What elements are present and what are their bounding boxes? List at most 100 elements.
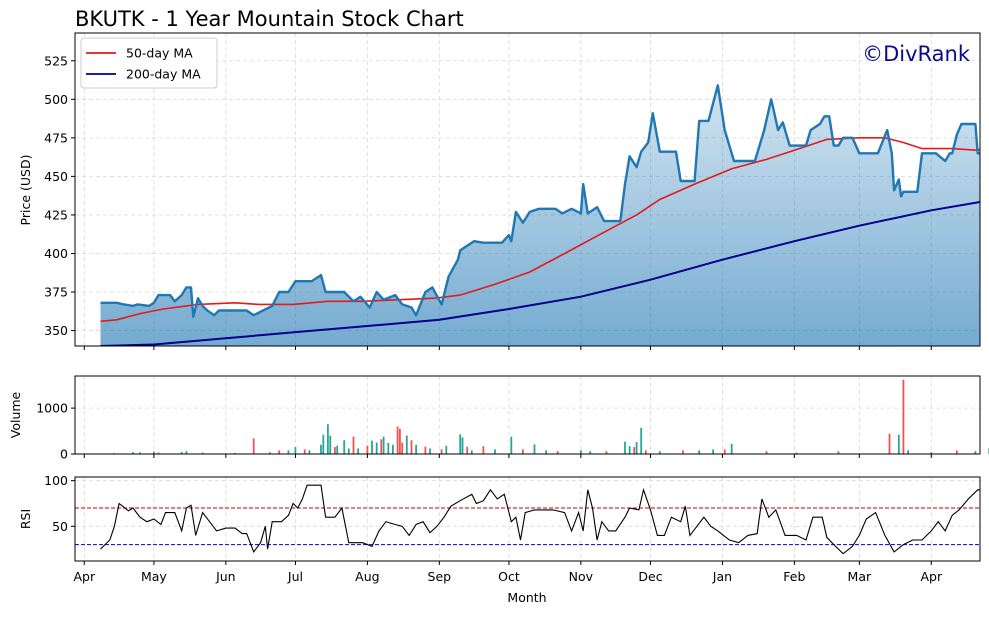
volume-bar xyxy=(471,450,473,454)
y-tick-label: 0 xyxy=(60,447,68,462)
volume-bar xyxy=(392,445,394,454)
volume-bar xyxy=(397,427,399,455)
volume-bar xyxy=(288,450,290,454)
volume-bar xyxy=(411,440,413,454)
volume-bar xyxy=(724,449,726,454)
volume-bar xyxy=(376,443,378,455)
price-y-axis: 350 375 400 425 450 475 500 525 xyxy=(44,53,75,338)
volume-bar xyxy=(712,449,714,454)
volume-bar xyxy=(898,435,900,454)
volume-grid xyxy=(75,376,980,454)
volume-bar xyxy=(522,449,524,454)
volume-bar xyxy=(494,449,496,454)
y-tick-label: 450 xyxy=(44,169,68,184)
x-tick-label: Jun xyxy=(215,569,236,584)
rsi-y-axis: 50 100 xyxy=(44,473,75,534)
y-tick-label: 400 xyxy=(44,246,68,261)
volume-bar xyxy=(336,446,338,454)
volume-bar xyxy=(406,436,408,454)
volume-bar xyxy=(329,436,331,454)
rsi-line xyxy=(101,485,989,554)
price-y-axis-label: Price (USD) xyxy=(18,155,33,226)
volume-bar xyxy=(636,442,638,454)
x-tick-label: Nov xyxy=(569,569,594,584)
y-tick-label: 350 xyxy=(44,323,68,338)
volume-bar xyxy=(441,449,443,454)
volume-bar xyxy=(956,450,958,454)
x-tick-label: Oct xyxy=(498,569,520,584)
volume-bar xyxy=(580,450,582,454)
volume-bar xyxy=(425,447,427,454)
volume-bar xyxy=(640,428,642,454)
y-tick-label: 475 xyxy=(44,130,68,145)
x-axis-label: Month xyxy=(507,590,546,605)
volume-y-axis: 0 1000 xyxy=(36,401,75,462)
volume-bar xyxy=(483,446,485,454)
x-tick-label: Sep xyxy=(428,569,452,584)
volume-bar xyxy=(322,435,324,454)
volume-bar xyxy=(907,450,909,454)
volume-y-axis-label: Volume xyxy=(8,391,23,438)
volume-bar xyxy=(348,449,350,455)
volume-panel-frame xyxy=(75,376,980,454)
volume-bar xyxy=(624,442,626,454)
watermark: ©DivRank xyxy=(862,42,971,66)
volume-bar xyxy=(429,449,431,455)
y-tick-label: 100 xyxy=(44,473,68,488)
y-tick-label: 1000 xyxy=(36,401,68,416)
volume-bar xyxy=(278,450,280,454)
volume-bar xyxy=(367,446,369,454)
y-tick-label: 425 xyxy=(44,207,68,222)
volume-bar xyxy=(401,443,403,455)
x-tick-label: Jul xyxy=(287,569,303,584)
volume-bar xyxy=(645,450,647,454)
x-tick-label: Dec xyxy=(638,569,662,584)
volume-bar xyxy=(903,380,905,454)
x-tick-label: Apr xyxy=(73,569,95,584)
x-tick-label: Mar xyxy=(848,569,872,584)
volume-bar xyxy=(466,447,468,454)
x-tick-label: May xyxy=(141,569,167,584)
volume-bar xyxy=(383,437,385,454)
volume-bar xyxy=(295,447,297,454)
volume-bar xyxy=(731,444,733,454)
volume-bar xyxy=(459,434,461,454)
volume-bar xyxy=(343,440,345,454)
volume-bar xyxy=(380,439,382,454)
price-legend: 50-day MA 200-day MA xyxy=(81,38,217,88)
price-mountain-fill xyxy=(101,75,989,346)
y-tick-label: 500 xyxy=(44,92,68,107)
volume-bar xyxy=(415,445,417,454)
y-tick-label: 375 xyxy=(44,285,68,300)
volume-bar xyxy=(445,446,447,454)
volume-bar xyxy=(304,449,306,454)
volume-bar xyxy=(357,449,359,455)
rsi-grid xyxy=(75,477,980,561)
volume-bar xyxy=(889,434,891,454)
x-tick-label: Aug xyxy=(355,569,379,584)
volume-bar xyxy=(399,429,401,454)
x-tick-label: Jan xyxy=(712,569,732,584)
volume-bar xyxy=(545,450,547,454)
volume-bars xyxy=(114,380,989,454)
volume-bar xyxy=(309,450,311,454)
volume-bar xyxy=(698,450,700,454)
volume-bar xyxy=(371,441,373,454)
legend-ma50-label: 50-day MA xyxy=(126,46,193,61)
x-tick-label: Feb xyxy=(783,569,805,584)
volume-bar xyxy=(682,450,684,454)
y-tick-label: 525 xyxy=(44,53,68,68)
rsi-y-axis-label: RSI xyxy=(18,509,33,529)
volume-bar xyxy=(462,438,464,455)
legend-ma200-label: 200-day MA xyxy=(126,67,201,82)
volume-bar xyxy=(633,447,635,454)
y-tick-label: 50 xyxy=(52,519,68,534)
volume-bar xyxy=(510,437,512,454)
volume-bar xyxy=(334,447,336,454)
rsi-panel-frame xyxy=(75,477,980,561)
volume-bar xyxy=(387,443,389,454)
volume-bar xyxy=(534,444,536,454)
